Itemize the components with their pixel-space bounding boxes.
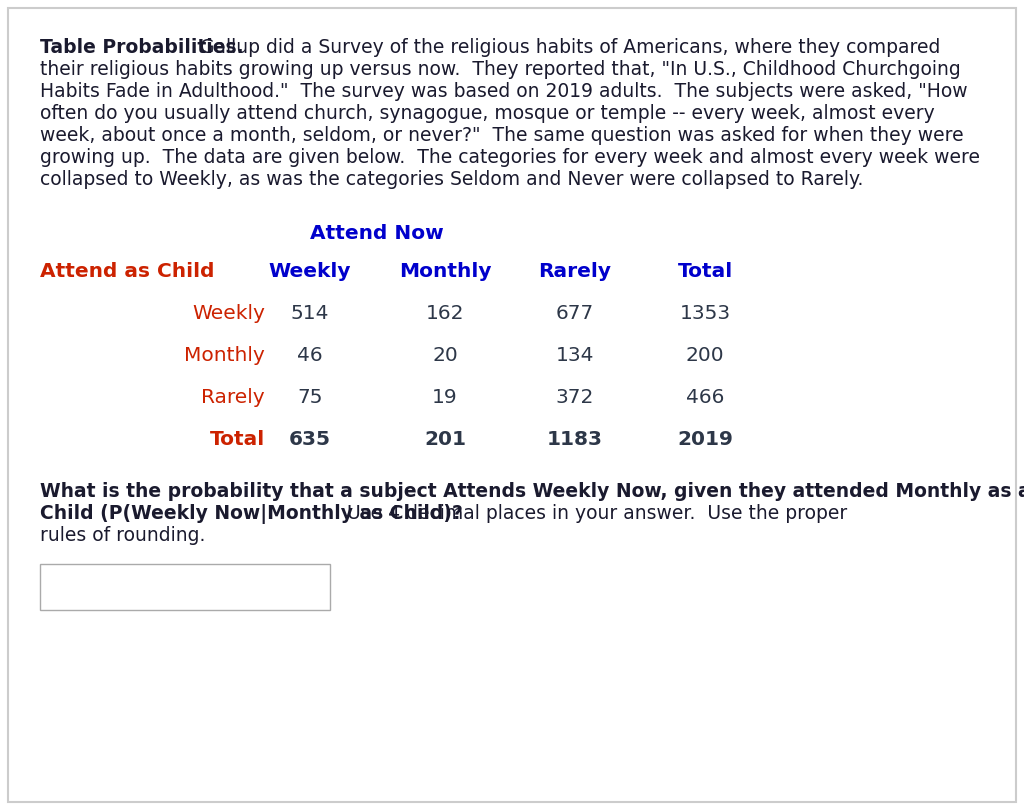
Text: Total: Total	[677, 262, 732, 281]
Text: 514: 514	[291, 304, 330, 323]
Text: collapsed to Weekly, as was the categories Seldom and Never were collapsed to Ra: collapsed to Weekly, as was the categori…	[40, 170, 863, 189]
Text: 372: 372	[556, 388, 594, 407]
FancyBboxPatch shape	[40, 564, 330, 610]
Text: Rarely: Rarely	[539, 262, 611, 281]
Text: Habits Fade in Adulthood."  The survey was based on 2019 adults.  The subjects w: Habits Fade in Adulthood." The survey wa…	[40, 82, 968, 101]
Text: Total: Total	[210, 430, 265, 449]
Text: Weekly: Weekly	[193, 304, 265, 323]
Text: 20: 20	[432, 346, 458, 365]
Text: Rarely: Rarely	[202, 388, 265, 407]
Text: 134: 134	[556, 346, 594, 365]
Text: 2019: 2019	[677, 430, 733, 449]
Text: Attend Now: Attend Now	[310, 224, 443, 243]
Text: Attend as Child: Attend as Child	[40, 262, 214, 281]
Text: Use 4 decimal places in your answer.  Use the proper: Use 4 decimal places in your answer. Use…	[335, 504, 847, 523]
Text: 46: 46	[297, 346, 323, 365]
Text: Table Probabilities.: Table Probabilities.	[40, 38, 244, 57]
Text: rules of rounding.: rules of rounding.	[40, 526, 206, 545]
Text: Weekly: Weekly	[268, 262, 351, 281]
Text: Monthly: Monthly	[184, 346, 265, 365]
Text: Gallup did a Survey of the religious habits of Americans, where they compared: Gallup did a Survey of the religious hab…	[188, 38, 940, 57]
Text: growing up.  The data are given below.  The categories for every week and almost: growing up. The data are given below. Th…	[40, 148, 980, 167]
Text: week, about once a month, seldom, or never?"  The same question was asked for wh: week, about once a month, seldom, or nev…	[40, 126, 964, 145]
Text: Monthly: Monthly	[398, 262, 492, 281]
Text: 1353: 1353	[680, 304, 730, 323]
Text: their religious habits growing up versus now.  They reported that, "In U.S., Chi: their religious habits growing up versus…	[40, 60, 961, 79]
Text: often do you usually attend church, synagogue, mosque or temple -- every week, a: often do you usually attend church, syna…	[40, 104, 935, 123]
Text: Child (P(Weekly Now|Monthly as Child)?: Child (P(Weekly Now|Monthly as Child)?	[40, 504, 463, 524]
Text: 19: 19	[432, 388, 458, 407]
Text: 466: 466	[686, 388, 724, 407]
Text: 162: 162	[426, 304, 464, 323]
Text: 201: 201	[424, 430, 466, 449]
Text: What is the probability that a subject Attends Weekly Now, given they attended M: What is the probability that a subject A…	[40, 482, 1024, 501]
Text: 635: 635	[289, 430, 331, 449]
Text: 1183: 1183	[547, 430, 603, 449]
Text: 200: 200	[686, 346, 724, 365]
Text: 677: 677	[556, 304, 594, 323]
Text: 75: 75	[297, 388, 323, 407]
